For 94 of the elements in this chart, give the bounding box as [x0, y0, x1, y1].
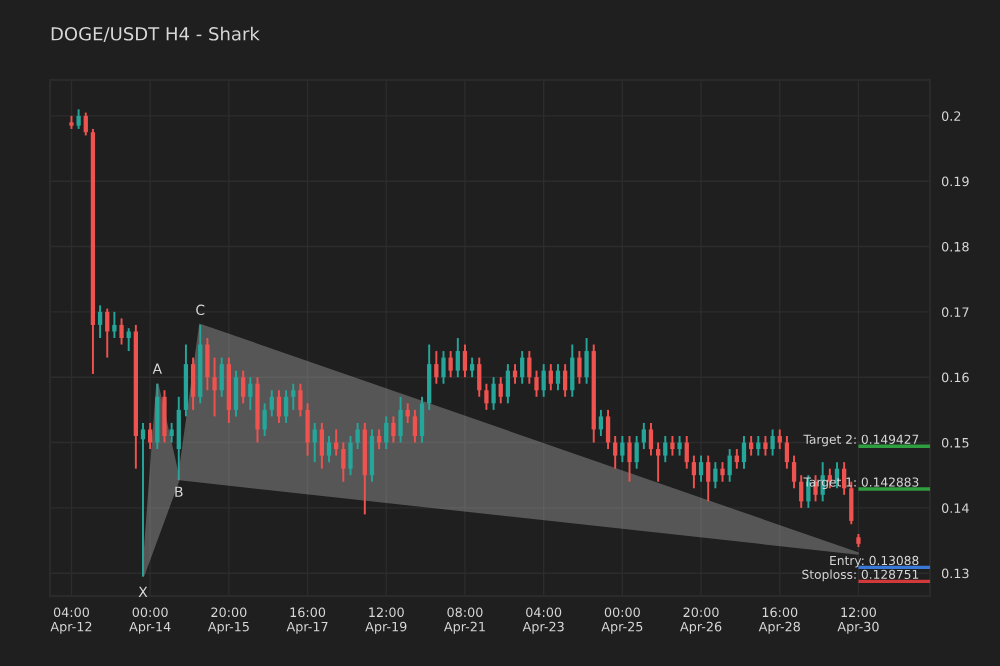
candlestick	[613, 435, 618, 470]
candlestick	[842, 461, 847, 496]
candlestick	[262, 402, 267, 437]
candlestick	[505, 363, 511, 405]
candlestick	[83, 111, 88, 137]
candlestick	[148, 421, 153, 451]
candlestick	[491, 376, 496, 411]
candlestick	[713, 461, 718, 490]
candlestick	[698, 454, 704, 483]
candlestick	[648, 421, 654, 457]
candlestick	[849, 480, 854, 526]
candlestick	[219, 356, 224, 398]
candlestick	[784, 435, 790, 470]
candlestick	[226, 356, 232, 424]
candlestick	[112, 310, 117, 339]
candlestick	[126, 327, 131, 353]
candlestick	[720, 461, 725, 483]
candlestick	[584, 337, 589, 385]
candlestick	[777, 428, 782, 451]
candlestick	[233, 369, 239, 418]
candlestick	[183, 343, 189, 418]
candlestick	[655, 441, 661, 483]
candlestick	[791, 454, 797, 490]
candlestick	[162, 389, 167, 444]
candlestick	[498, 376, 503, 405]
candlestick	[319, 421, 325, 470]
candlestick	[548, 363, 553, 392]
candlestick	[677, 435, 682, 457]
candlestick	[419, 395, 425, 444]
candlestick	[706, 454, 711, 503]
candlestick	[341, 441, 346, 483]
candlestick	[355, 421, 360, 451]
candlestick	[427, 343, 432, 411]
candlestick	[76, 108, 81, 130]
candlestick	[763, 435, 768, 457]
candlestick	[520, 350, 525, 385]
candlestick	[190, 356, 196, 411]
candlestick	[119, 317, 124, 346]
candlestick	[570, 343, 575, 398]
candlestick	[634, 435, 639, 470]
candlestick	[605, 408, 611, 451]
candlestick	[384, 415, 389, 451]
candlestick	[376, 428, 382, 451]
candlestick	[691, 454, 697, 490]
candlestick	[555, 363, 561, 392]
candlestick	[140, 421, 146, 578]
candlestick	[663, 435, 668, 464]
candlestick	[741, 435, 747, 470]
candlestick	[562, 363, 568, 398]
candlestick	[434, 350, 439, 385]
candlestick	[391, 415, 396, 444]
candlestick	[448, 350, 453, 379]
candlestick	[577, 350, 582, 385]
candlestick	[105, 307, 110, 359]
candlestick	[598, 408, 604, 437]
candlestick	[627, 435, 632, 483]
candlestick	[291, 382, 296, 411]
candlestick	[97, 304, 103, 339]
candlestick	[248, 376, 253, 411]
candlestick	[369, 428, 375, 483]
candlestick	[326, 435, 332, 464]
candlestick	[362, 421, 367, 516]
candlestick	[348, 435, 353, 477]
candlestick	[469, 356, 475, 379]
candlestick	[298, 382, 303, 418]
candlestick	[541, 363, 546, 398]
candlestick	[398, 395, 403, 444]
candlestick	[484, 382, 489, 411]
candlestick	[441, 350, 446, 385]
candlestick	[684, 435, 689, 470]
candlestick	[205, 337, 210, 392]
candlestick	[727, 448, 732, 483]
candlestick	[670, 435, 675, 457]
candlestick	[276, 389, 282, 424]
candlestick	[255, 376, 260, 444]
candlestick	[176, 395, 181, 481]
candlestick	[620, 435, 625, 464]
candlestick	[305, 402, 310, 457]
candlestick	[269, 389, 274, 418]
candlestick	[477, 356, 482, 398]
candlestick	[770, 428, 775, 457]
candlestick	[799, 474, 804, 509]
candlestick	[412, 408, 418, 444]
candlestick	[641, 421, 646, 451]
chart-title: DOGE/USDT H4 - Shark	[51, 26, 260, 43]
candlestick	[312, 421, 317, 464]
candlestick	[527, 350, 532, 385]
candlestick	[212, 356, 217, 418]
candlestick	[241, 369, 246, 405]
candlestick	[534, 369, 539, 398]
candlestick	[462, 343, 468, 379]
candlestick	[155, 382, 160, 451]
candlestick	[455, 337, 460, 379]
candlestick	[283, 389, 289, 424]
